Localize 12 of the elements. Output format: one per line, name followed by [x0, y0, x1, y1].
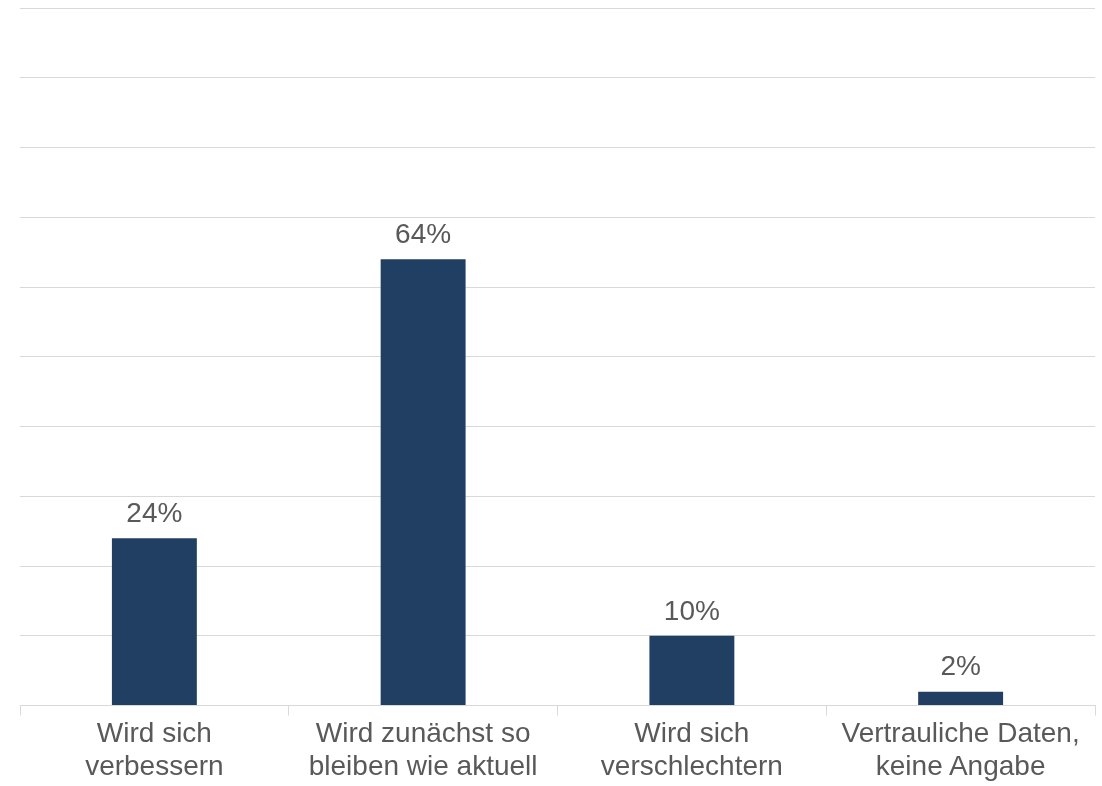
- data-label: 10%: [663, 594, 720, 626]
- bar: [380, 259, 466, 706]
- bar: [918, 691, 1004, 706]
- x-tick-label: Wird sich verschlechtern: [600, 717, 783, 781]
- bar: [649, 635, 735, 706]
- x-tick-label: Vertrauliche Daten, keine Angabe: [841, 717, 1080, 781]
- x-tick-label: Wird zunächst so bleiben wie aktuell: [308, 717, 538, 781]
- bar: [111, 538, 197, 706]
- data-label: 24%: [126, 496, 183, 528]
- x-tick-label: Wird sich verbessern: [85, 717, 224, 781]
- data-label: 64%: [395, 217, 452, 249]
- data-label: 2%: [940, 650, 981, 682]
